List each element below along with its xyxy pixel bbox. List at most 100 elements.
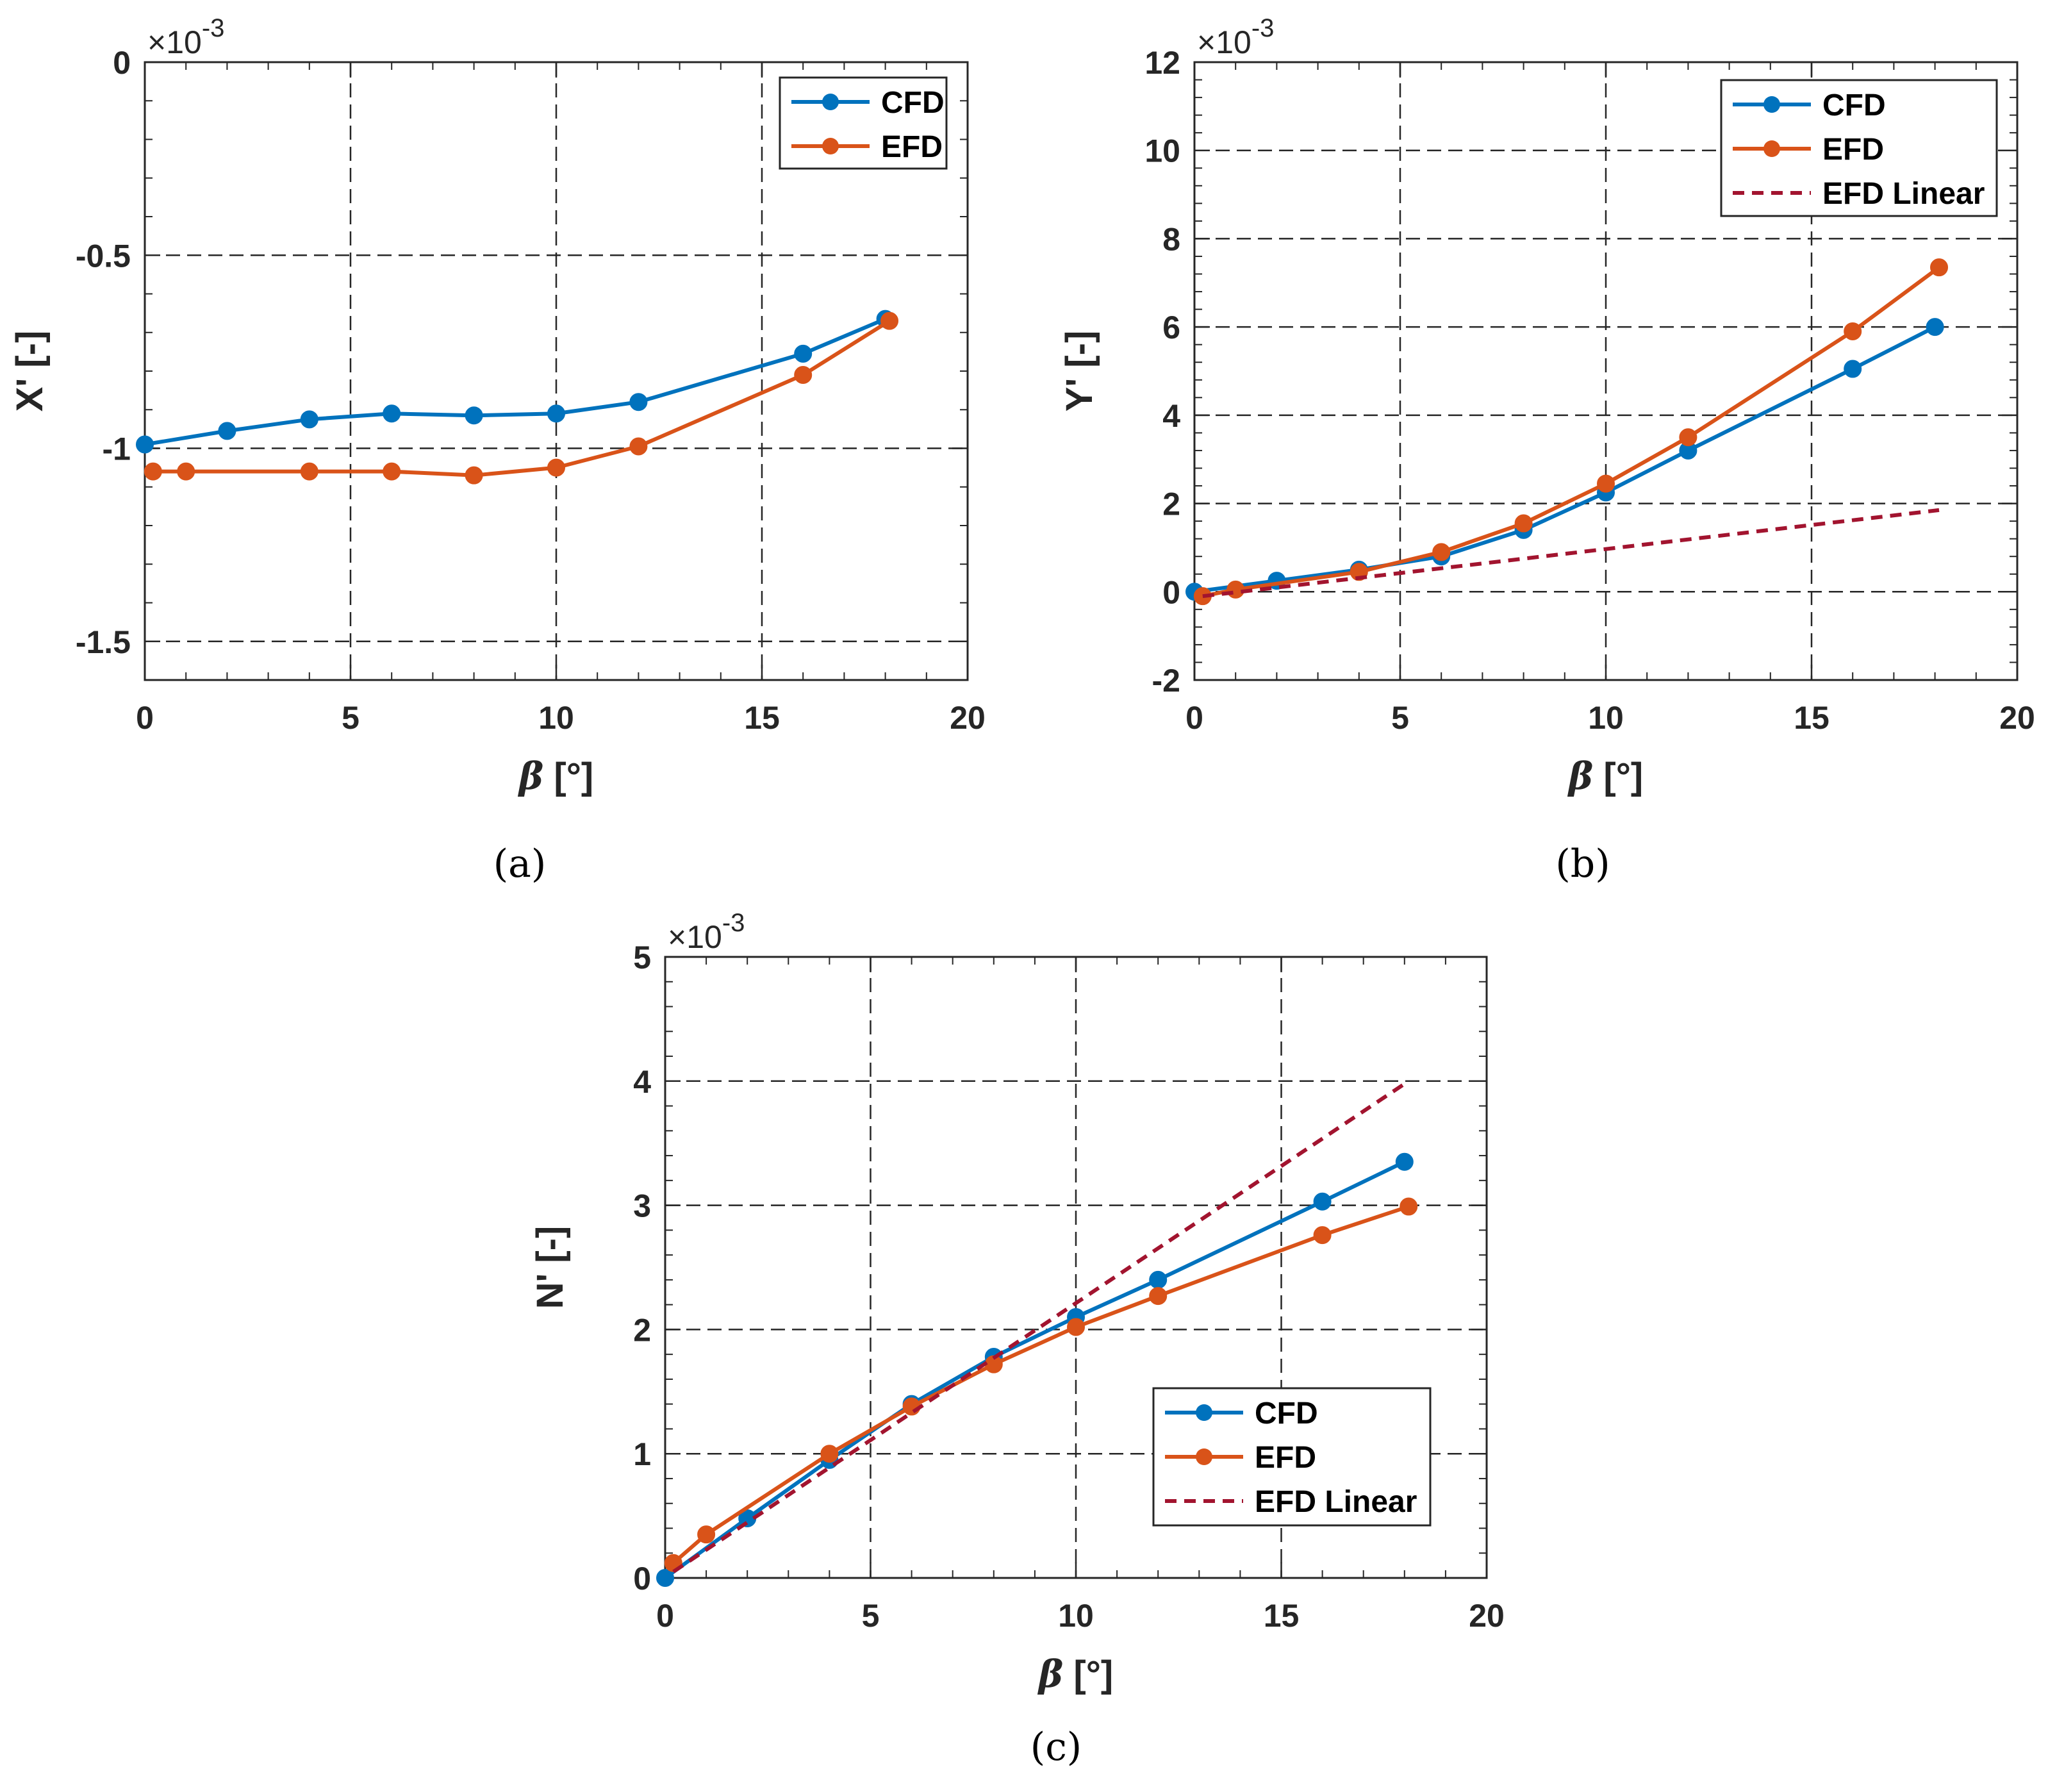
legend-marker [1196,1404,1212,1421]
data-point-efd [1313,1226,1332,1245]
data-point-efd [547,458,565,477]
series-line-efd [153,319,891,477]
plot-area-frame [144,61,969,681]
data-point-cfd [1395,1152,1414,1171]
data-point-efd [1067,1318,1085,1336]
series-line-cfd [1194,325,1936,594]
data-point-efd [1149,1287,1168,1306]
data-point-cfd [656,1569,674,1587]
data-point-cfd [465,406,483,425]
legend-marker [822,138,839,154]
x-tick-label: 10 [1588,700,1624,736]
legend-marker [1763,96,1780,113]
data-point-efd [902,1397,921,1416]
data-point-efd [1432,543,1451,561]
data-point-cfd [218,422,236,440]
y-tick-label: -0.5 [76,238,131,274]
series-line-cfd [144,317,886,447]
y-tick-label: -1.5 [76,624,131,660]
x-tick-label: 20 [1469,1598,1505,1634]
y-axis-label: Y' [-] [1059,331,1100,412]
x-tick-label: 5 [1391,700,1409,736]
legend-label: EFD [881,130,943,164]
y-tick-label: 0 [113,45,131,81]
axis-exponent: ×10-3 [1197,14,1274,60]
chart-panel-2: 0 5 10 15 20 0 1 2 3 4 5 ×10-3 β [°] N' [-] CFD EFD EFD … [529,909,1505,1770]
y-tick-label: 4 [633,1064,651,1100]
y-tick-label: 8 [1162,221,1180,257]
data-point-cfd [1926,318,1944,336]
axis-exponent: ×10-3 [147,14,224,60]
series-line-efd-linear [672,1079,1410,1573]
panel-caption: (c) [1030,1725,1082,1770]
legend-label: EFD [1822,133,1884,167]
data-point-efd [880,311,899,330]
legend-label: CFD [881,86,945,120]
x-axis-label: β [°] [1567,754,1643,798]
x-tick-label: 10 [538,700,574,736]
data-point-efd [465,466,483,485]
data-point-efd [697,1525,716,1544]
legend-label: EFD Linear [1255,1485,1417,1519]
panel-caption: (b) [1555,842,1610,886]
x-tick-label: 15 [1264,1598,1300,1634]
legend-marker [822,94,839,110]
x-tick-label: 20 [1999,700,2035,736]
y-tick-label: 12 [1144,45,1180,81]
plot-area-frame [1193,61,2019,681]
data-point-cfd [1313,1192,1332,1211]
legend-label: CFD [1822,88,1886,122]
data-point-cfd [136,435,154,454]
legend-marker [1763,140,1780,157]
data-point-efd [1400,1197,1418,1216]
x-tick-label: 0 [1185,700,1203,736]
data-point-cfd [794,344,813,363]
x-axis-label: β [°] [1037,1652,1113,1696]
y-tick-label: 2 [1162,486,1180,522]
data-point-efd [1514,514,1533,533]
x-tick-label: 0 [656,1598,674,1634]
chart-panel-0: 0 5 10 15 20 -1.5 -1 -0.5 0 ×10-3 β [°] X' [-] CFD EF… [9,14,986,886]
panel-caption: (a) [493,842,547,886]
y-tick-label: 6 [1162,310,1180,345]
y-tick-label: 10 [1144,133,1180,169]
x-tick-label: 5 [862,1598,880,1634]
legend-box [779,76,948,170]
x-tick-label: 15 [744,700,780,736]
x-tick-label: 0 [136,700,154,736]
series-line-efd-linear [1202,508,1940,599]
x-axis-label: β [°] [518,754,593,798]
data-point-efd [629,437,648,456]
data-point-cfd [1844,360,1862,378]
y-tick-label: 5 [633,940,651,975]
data-point-efd [1930,258,1949,277]
legend-marker [1196,1448,1212,1465]
y-tick-label: 2 [633,1312,651,1348]
data-point-cfd [1149,1270,1168,1289]
data-point-efd [177,462,195,481]
x-tick-label: 5 [342,700,359,736]
data-point-efd [144,462,162,481]
data-point-efd [794,366,813,385]
y-axis-label: N' [-] [529,1226,571,1309]
y-tick-label: 0 [633,1561,651,1597]
plot-area-frame [664,956,1488,1579]
data-point-efd [1597,474,1615,493]
data-point-efd [1679,428,1697,447]
y-tick-label: 4 [1162,398,1180,434]
data-point-efd [300,462,318,481]
data-point-efd [820,1445,839,1463]
legend-label: EFD [1255,1441,1316,1475]
y-axis-label: X' [-] [9,331,51,412]
x-tick-label: 20 [950,700,986,736]
y-tick-label: 3 [633,1188,651,1224]
y-tick-label: 1 [633,1436,651,1472]
x-tick-label: 15 [1794,700,1829,736]
data-point-cfd [383,404,401,423]
y-tick-label: -1 [103,431,131,467]
x-tick-label: 10 [1058,1598,1094,1634]
y-tick-label: -2 [1152,663,1180,699]
data-point-cfd [629,393,648,411]
data-point-cfd [547,404,565,423]
